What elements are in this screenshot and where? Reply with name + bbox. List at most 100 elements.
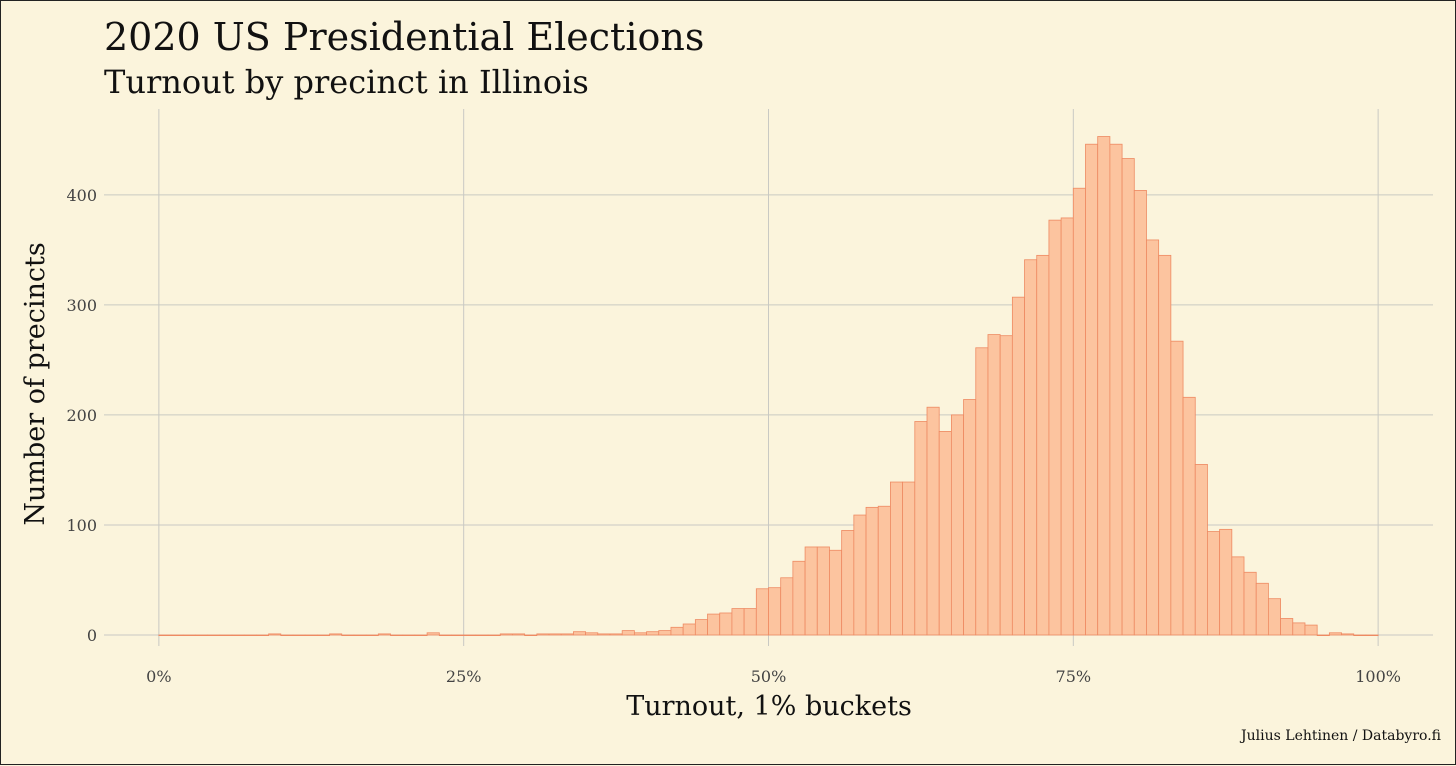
histogram-bar [816,546,830,636]
histogram-bar [780,577,794,636]
histogram-bar [1011,296,1025,636]
histogram-bar [1365,634,1379,636]
histogram-bar [195,634,209,636]
histogram-bar [853,514,867,636]
histogram-bar [292,634,306,636]
histogram-bar [353,634,367,636]
y-tick-label: 0 [87,626,97,645]
histogram-bar [633,632,647,636]
histogram-bar [560,633,574,636]
source-caption: Julius Lehtinen / Databyro.fi [1241,728,1441,744]
histogram-bar [316,634,330,636]
histogram-bar [707,613,721,636]
histogram-bar [1109,143,1123,636]
y-tick-label: 100 [66,516,97,535]
histogram-bar [451,634,465,636]
histogram-bar [914,421,928,636]
histogram-bar [475,634,489,636]
histogram-bar [865,506,879,636]
histogram-bar [1280,618,1294,636]
x-axis-ticks: 0% 25% 50% 75% 100% [146,667,1401,686]
histogram-bar [1036,254,1050,636]
histogram-bar [804,546,818,636]
x-axis-title: Turnout, 1% buckets [626,691,912,722]
histogram-bar [1316,634,1330,636]
x-tick-label: 100% [1355,667,1401,686]
histogram-bar [609,633,623,636]
histogram-bar [1048,219,1062,636]
histogram-bar [743,608,757,636]
histogram-bar [219,634,233,636]
histogram-bar [585,632,599,636]
histogram-bar [1085,143,1099,636]
histogram-bar [1194,464,1208,636]
y-axis-title: Number of precincts [20,242,51,525]
y-tick-label: 300 [66,296,97,315]
y-tick-label: 400 [66,186,97,205]
histogram-bar [755,588,769,636]
histogram-bar [975,347,989,636]
histogram-bar [1304,624,1318,636]
histogram-bar [402,634,416,636]
histogram-bar [926,406,940,636]
histogram-bar [438,634,452,636]
histogram-bar [268,633,282,636]
histogram-bar [621,630,635,636]
histogram-bar [646,631,660,636]
histogram-bar [597,633,611,636]
histogram-bar [1353,634,1367,636]
histogram-bar [487,634,501,636]
histogram-bar [1060,217,1074,636]
histogram-bar [182,634,196,636]
histogram-bar [390,634,404,636]
histogram-bar [512,633,526,636]
x-tick-label: 50% [751,667,787,686]
histogram-bar [731,608,745,636]
histogram-bar [426,632,440,636]
histogram-bar [1097,136,1111,636]
histogram-bar [1158,254,1172,636]
histogram-bar [341,634,355,636]
histogram-bar [1292,622,1306,636]
x-tick-label: 0% [146,667,171,686]
histogram-bar [158,634,172,636]
histogram-bar [1170,340,1184,636]
histogram-bar [1133,190,1147,636]
histogram-bar [1231,556,1245,636]
histogram-bar [377,633,391,636]
histogram-bar [938,431,952,636]
histogram-bar [768,587,782,636]
histogram-bar [963,399,977,636]
histogram-bar [231,634,245,636]
histogram-bar [719,612,733,636]
histogram-bar [1255,582,1269,636]
histogram-bar [841,530,855,636]
histogram-bar [1267,598,1281,636]
histogram-bar [243,634,257,636]
histogram-bar [682,623,696,636]
histogram-bar [256,634,270,636]
histogram-bar [280,634,294,636]
histogram-bars [158,136,1379,636]
chart-subtitle: Turnout by precinct in Illinois [104,63,589,101]
x-tick-label: 25% [446,667,482,686]
histogram-bar [999,335,1013,636]
x-tick-label: 75% [1056,667,1092,686]
histogram-bar [414,634,428,636]
histogram-bar [1341,633,1355,636]
histogram-bar [548,633,562,636]
y-axis-ticks: 0 100 200 300 400 [66,186,97,645]
histogram-bar [304,634,318,636]
histogram-bar [1219,528,1233,636]
chart-title: 2020 US Presidential Elections [104,15,705,59]
histogram-bar [207,634,221,636]
histogram-bar [170,634,184,636]
histogram-bar [1243,571,1257,636]
histogram-bar [1121,158,1135,636]
histogram-bar [694,619,708,636]
histogram-bar [524,634,538,636]
histogram-bar [365,634,379,636]
histogram-bar [536,633,550,636]
histogram-bar [987,334,1001,636]
